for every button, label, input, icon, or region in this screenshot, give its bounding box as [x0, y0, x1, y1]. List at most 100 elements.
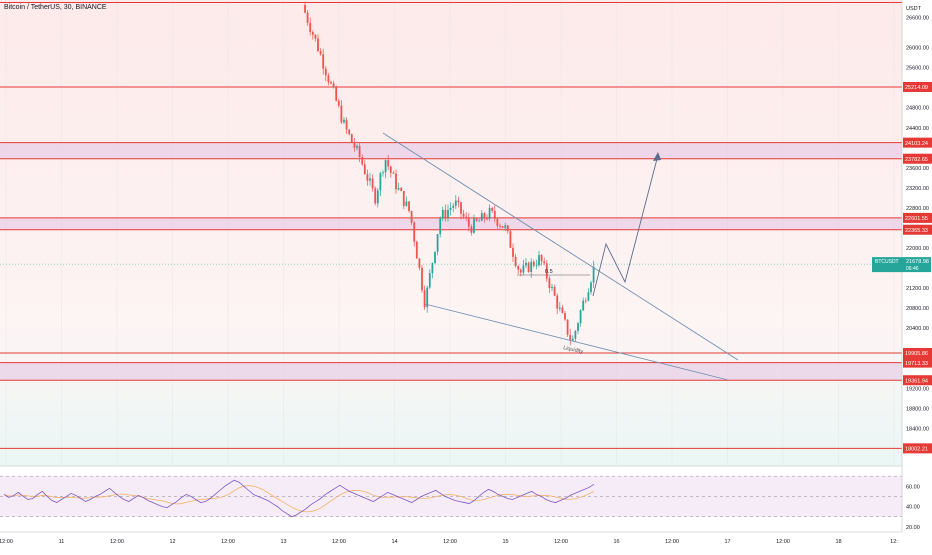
candle-body [506, 225, 509, 232]
candle-body [387, 160, 390, 167]
candle-body [556, 295, 559, 309]
level-zone [0, 217, 902, 230]
candle-body [319, 51, 322, 55]
projection-arrowhead [653, 152, 661, 161]
candle-body [374, 188, 377, 204]
candle-body [590, 282, 592, 293]
candle-body [410, 211, 413, 223]
candle-body [545, 263, 548, 279]
candle-body [535, 265, 538, 266]
candle-body [324, 68, 327, 76]
price-tick-label: 22800.00 [906, 206, 929, 212]
candle-body [449, 207, 452, 210]
candle-body [579, 310, 582, 324]
time-tick-label: 12: [890, 539, 898, 545]
candle-body [548, 278, 551, 289]
candle-body [501, 226, 504, 228]
candle-body [462, 213, 465, 217]
price-tick-label: 20800.00 [906, 306, 929, 312]
time-tick-label: 12:00 [776, 539, 790, 545]
candle-body [452, 205, 455, 208]
fib-label: 0.5 [545, 269, 553, 275]
candle-body [532, 261, 535, 266]
rsi-tick-label: 60.00 [906, 484, 920, 490]
price-tick-label: 24800.00 [906, 106, 929, 112]
candle-body [311, 32, 314, 35]
price-level-tag-label: 22601.55 [905, 216, 928, 222]
candle-body [483, 213, 486, 219]
price-level-tag-label: 22365.33 [905, 228, 928, 234]
candle-body [592, 266, 595, 283]
candle-body [527, 262, 530, 273]
rsi-line [3, 479, 595, 518]
candle-body [499, 225, 501, 227]
candle-body [561, 307, 564, 314]
candle-body [566, 319, 569, 335]
candle-body [584, 300, 587, 302]
candle-body [504, 225, 507, 228]
rsi-tick-label: 20.00 [906, 525, 920, 531]
wedge-lower-trendline [424, 303, 729, 381]
candle-body [467, 218, 470, 227]
candle-body [512, 247, 514, 257]
price-level-tag-label: 25214.09 [905, 85, 928, 91]
candle-body [421, 267, 423, 291]
liquidity-annotation: Liquidity [563, 345, 584, 355]
price-level-tag-label: 19905.86 [905, 351, 928, 357]
candle-body [496, 218, 499, 226]
price-tick-label: 23200.00 [906, 186, 929, 192]
candle-body [480, 213, 483, 221]
candle-body [304, 5, 306, 13]
candle-body [369, 178, 371, 181]
candle-body [551, 286, 553, 289]
candle-body [408, 201, 410, 212]
candle-body [405, 201, 408, 206]
price-level-tag [903, 153, 932, 164]
time-tick-label: 14 [391, 539, 397, 545]
candle-body [577, 323, 579, 331]
price-tick-label: 25600.00 [906, 66, 929, 72]
time-tick-label: 12 [169, 539, 175, 545]
candle-body [337, 100, 340, 106]
price-level-tag [903, 81, 932, 92]
price-level-tag [903, 443, 932, 454]
time-tick-label: 12:00 [554, 539, 568, 545]
projection-path [592, 154, 659, 297]
chart-title: Bitcoin / TetherUS, 30, BINANCE [4, 4, 107, 11]
candle-body [309, 22, 312, 33]
price-pane-bg [0, 0, 902, 466]
candle-body [434, 251, 436, 263]
candle-body [358, 145, 361, 158]
price-level-tag [903, 347, 932, 358]
candle-body [441, 209, 444, 219]
candle-body [400, 188, 403, 192]
candle-body [402, 191, 405, 206]
rsi-tick-label: 40.00 [906, 505, 920, 511]
candle-body [356, 145, 358, 148]
candle-body [538, 255, 540, 266]
candle-body [335, 87, 338, 101]
time-tick-label: 12:00 [665, 539, 679, 545]
candle-body [413, 222, 416, 242]
price-level-tag [903, 212, 932, 223]
price-tick-label: 22000.00 [906, 246, 929, 252]
candle-body [366, 174, 369, 181]
time-tick-label: 12:00 [221, 539, 235, 545]
current-price-countdown: 06:46 [906, 266, 919, 272]
candle-body [522, 265, 525, 273]
candle-body [340, 105, 343, 123]
candle-body [332, 83, 335, 88]
candle-body [431, 262, 434, 274]
price-level-tag [903, 357, 932, 368]
wedge-upper-trendline [382, 132, 739, 361]
candle-body [517, 265, 520, 270]
candle-body [569, 334, 572, 341]
candle-body [389, 166, 392, 173]
candle-body [582, 300, 585, 311]
candle-body [327, 75, 330, 83]
candle-body [488, 207, 491, 219]
time-tick-label: 17 [724, 539, 730, 545]
candle-body [348, 129, 351, 135]
candle-body [457, 200, 460, 203]
